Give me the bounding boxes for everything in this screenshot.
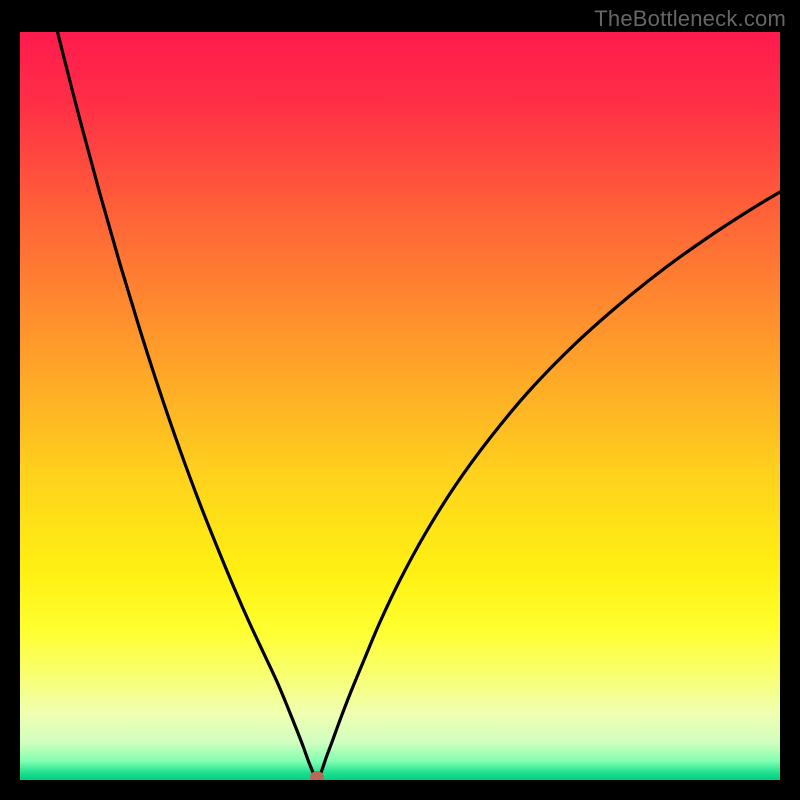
bottleneck-curve-path: [48, 32, 780, 780]
bottleneck-curve-svg: [20, 32, 780, 780]
frame-border-bottom: [0, 780, 800, 800]
watermark-text: TheBottleneck.com: [594, 6, 786, 32]
bottleneck-plot: [20, 32, 780, 780]
optimum-marker: [310, 771, 324, 780]
frame-border-left: [0, 0, 20, 800]
frame-border-right: [780, 0, 800, 800]
